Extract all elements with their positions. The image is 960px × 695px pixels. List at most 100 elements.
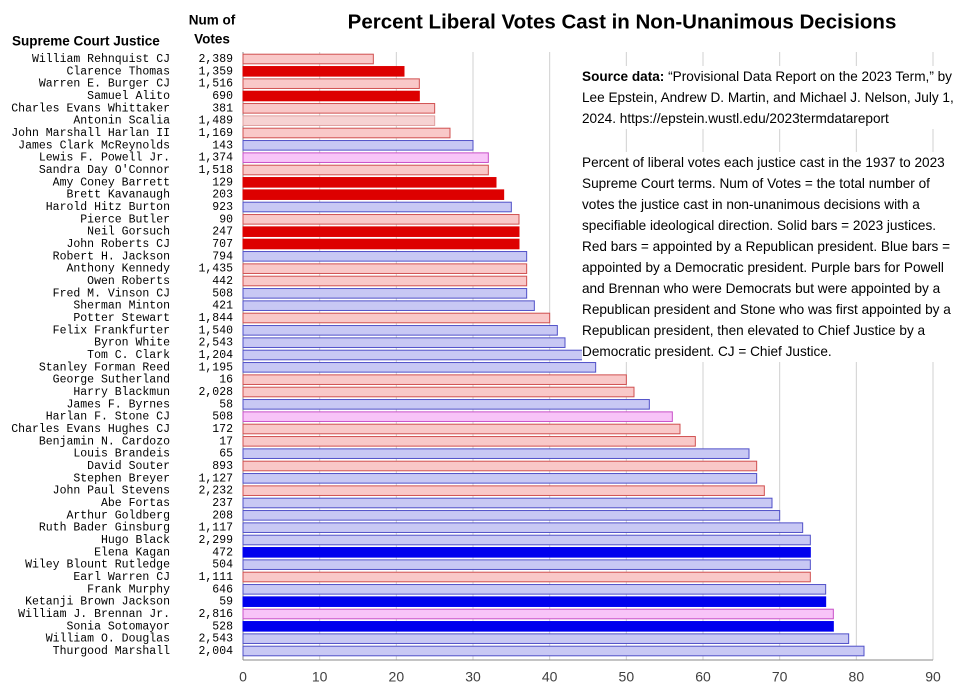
x-tick-label: 90 — [925, 669, 941, 685]
justice-name: Warren E. Burger CJ — [39, 78, 170, 91]
source-text: “Provisional Data Report on the 2023 Ter… — [582, 69, 954, 126]
justice-name: David Souter — [87, 460, 170, 473]
bar — [242, 90, 420, 102]
bar — [242, 497, 773, 509]
vote-count: 1,204 — [198, 349, 233, 362]
justice-name: Robert H. Jackson — [53, 250, 170, 263]
x-tick-label: 30 — [465, 669, 481, 685]
justice-name: Louis Brandeis — [73, 448, 170, 461]
justice-name: William J. Brennan Jr. — [18, 608, 170, 621]
justice-name: James Clark McReynolds — [18, 139, 170, 152]
vote-count: 1,111 — [198, 571, 233, 584]
vote-count: 1,435 — [198, 263, 233, 276]
bar — [242, 300, 535, 311]
bar — [242, 411, 673, 422]
justice-name: Sherman Minton — [73, 300, 170, 313]
vote-count: 143 — [212, 139, 233, 152]
vote-count: 17 — [219, 435, 233, 448]
description-note: Percent of liberal votes each justice ca… — [582, 152, 954, 362]
justice-name: John Roberts CJ — [66, 238, 170, 251]
vote-count: 421 — [212, 300, 233, 313]
justice-name: Thurgood Marshall — [53, 645, 170, 658]
bar — [242, 362, 597, 373]
bar — [242, 436, 696, 447]
justice-name: William Rehnquist CJ — [32, 53, 170, 66]
justice-name: Sandra Day O'Connor — [39, 164, 170, 177]
bar — [242, 201, 512, 213]
bar — [242, 399, 650, 410]
bar — [242, 386, 635, 398]
justice-name: William O. Douglas — [46, 633, 170, 646]
bar — [242, 78, 420, 89]
name-header: Supreme Court Justice — [12, 34, 160, 49]
vote-count: 65 — [219, 448, 233, 461]
vote-count: 442 — [212, 275, 233, 288]
source-label: Source data: — [582, 69, 665, 84]
bar — [242, 214, 520, 225]
justice-name: Lewis F. Powell Jr. — [39, 152, 170, 165]
bar — [242, 633, 850, 644]
justice-name: Earl Warren CJ — [73, 571, 170, 584]
vote-count: 208 — [212, 509, 233, 522]
justice-name: Wiley Blount Rutledge — [25, 559, 170, 572]
vote-count: 1,117 — [198, 522, 233, 535]
bar — [242, 66, 405, 77]
vote-count: 1,540 — [198, 324, 233, 337]
vote-count: 129 — [212, 176, 233, 189]
vote-count: 508 — [212, 411, 233, 424]
bar — [242, 251, 528, 262]
vote-count: 528 — [212, 620, 233, 633]
bar — [242, 460, 758, 472]
bar — [242, 349, 589, 361]
vote-count: 90 — [219, 213, 233, 226]
bar — [242, 510, 781, 521]
vote-count: 59 — [219, 596, 233, 609]
vote-count: 2,028 — [198, 386, 233, 399]
bar — [242, 547, 811, 558]
bar — [242, 485, 765, 496]
justice-name: Sonia Sotomayor — [66, 620, 170, 633]
bar — [242, 374, 627, 385]
x-tick-label: 60 — [695, 669, 711, 685]
vote-count: 1,359 — [198, 65, 233, 78]
vote-count: 172 — [212, 423, 233, 436]
vote-count: 1,844 — [198, 312, 233, 325]
justice-name: Samuel Alito — [87, 90, 170, 103]
vote-count: 794 — [212, 250, 233, 263]
bar — [242, 473, 758, 484]
vote-count: 923 — [212, 201, 233, 214]
vote-count: 1,518 — [198, 164, 233, 177]
x-tick-label: 20 — [389, 669, 405, 685]
vote-count: 2,389 — [198, 53, 233, 66]
vote-count: 690 — [212, 90, 233, 103]
justice-name: Hugo Black — [101, 534, 170, 547]
justice-name: James F. Byrnes — [66, 398, 170, 411]
bar — [242, 522, 804, 533]
x-tick-label: 80 — [849, 669, 865, 685]
bar — [242, 534, 811, 546]
vote-count: 203 — [212, 189, 233, 202]
justice-name: Frank Murphy — [87, 583, 170, 596]
justice-name: Ruth Bader Ginsburg — [39, 522, 170, 535]
x-tick-label: 0 — [239, 669, 247, 685]
bar — [242, 584, 827, 595]
justice-name: Stephen Breyer — [73, 472, 170, 485]
vote-count: 16 — [219, 374, 233, 387]
votes-header: Num of — [189, 13, 236, 28]
vote-count: 646 — [212, 583, 233, 596]
bar — [242, 238, 520, 250]
bar — [242, 288, 528, 299]
justice-name: John Paul Stevens — [53, 485, 170, 498]
bar — [242, 645, 865, 657]
vote-count: 504 — [212, 559, 233, 572]
justice-name: Brett Kavanaugh — [66, 189, 170, 202]
vote-count: 2,004 — [198, 645, 233, 658]
bar — [242, 103, 436, 114]
x-tick-label: 50 — [619, 669, 635, 685]
bar — [242, 263, 528, 274]
bar — [242, 621, 834, 632]
justice-name: Antonin Scalia — [73, 115, 170, 128]
vote-count: 472 — [212, 546, 233, 559]
